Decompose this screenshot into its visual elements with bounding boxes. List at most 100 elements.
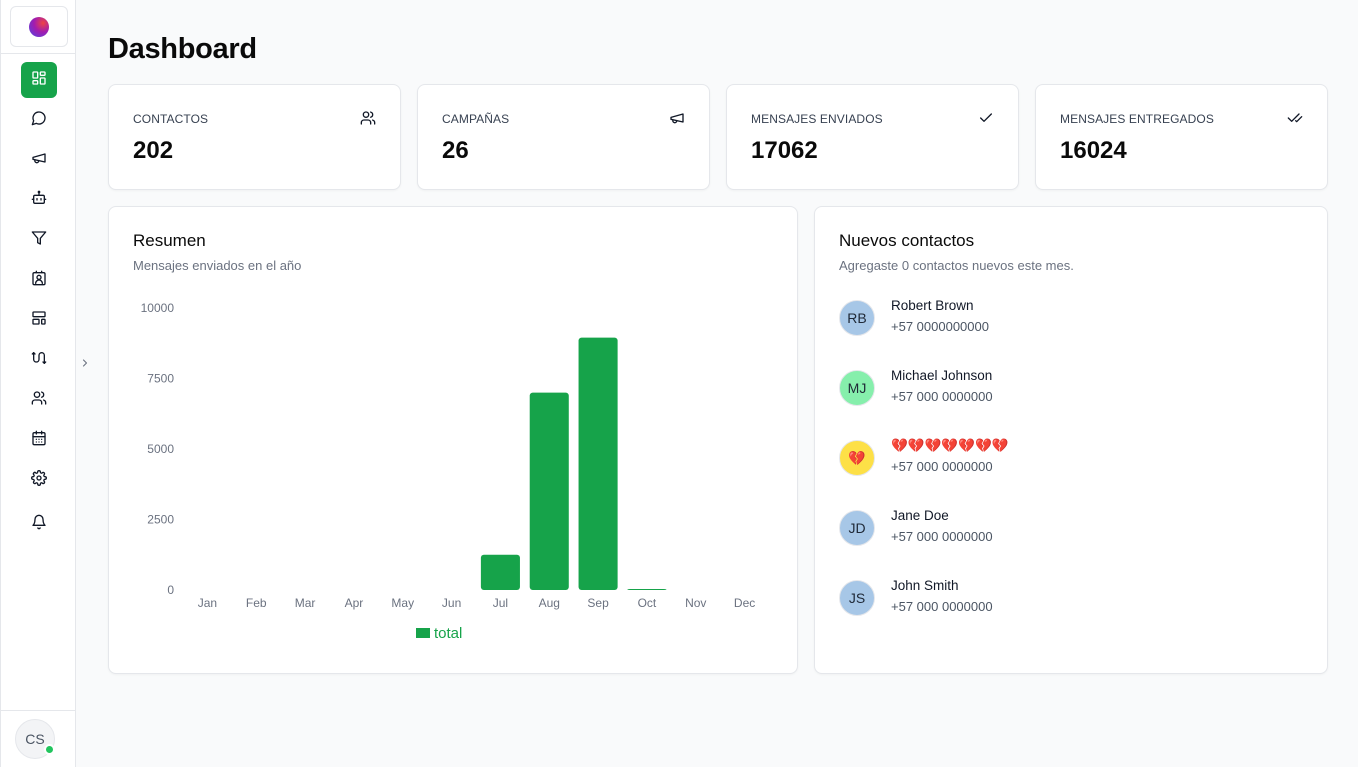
- contact-phone: +57 0000000000: [891, 319, 989, 334]
- contact-phone: +57 000 0000000: [891, 459, 993, 474]
- y-tick-label: 2500: [147, 513, 174, 527]
- stat-label: CONTACTOS: [133, 112, 209, 126]
- contact-avatar: MJ: [839, 370, 875, 406]
- user-initials: CS: [25, 731, 45, 747]
- contact-item[interactable]: MJ Michael Johnson +57 000 0000000: [839, 368, 1239, 408]
- x-tick-label: Feb: [246, 596, 267, 610]
- x-tick-label: Oct: [638, 596, 657, 610]
- sidebar-item-filters[interactable]: [21, 222, 57, 258]
- user-avatar[interactable]: CS: [15, 719, 55, 759]
- contact-item[interactable]: 💔 💔💔💔💔💔💔💔 +57 000 0000000: [839, 438, 1239, 478]
- double-check-icon: [1287, 110, 1303, 126]
- stat-value: 26: [442, 137, 469, 164]
- contact-item[interactable]: JD Jane Doe +57 000 0000000: [839, 508, 1239, 548]
- sidebar-item-templates[interactable]: [21, 302, 57, 338]
- app-logo[interactable]: [10, 6, 68, 47]
- online-status-indicator: [44, 744, 55, 755]
- contact-name: John Smith: [891, 578, 959, 593]
- contact-avatar: JD: [839, 510, 875, 546]
- megaphone-icon: [669, 110, 685, 126]
- bot-icon: [31, 190, 47, 211]
- contact-name: Jane Doe: [891, 508, 949, 523]
- stat-card-campaigns: CAMPAÑAS 26: [417, 84, 710, 190]
- bar-aug[interactable]: [529, 392, 569, 590]
- legend-label[interactable]: total: [434, 625, 462, 642]
- check-icon: [978, 110, 994, 126]
- sidebar-item-calendar[interactable]: [21, 422, 57, 458]
- contact-avatar: RB: [839, 300, 875, 336]
- stat-value: 202: [133, 137, 174, 164]
- megaphone-icon: [31, 150, 47, 171]
- bell-icon: [31, 514, 47, 535]
- x-tick-label: Apr: [345, 596, 364, 610]
- contacts-title: Nuevos contactos: [839, 231, 975, 250]
- template-icon: [31, 310, 47, 331]
- sidebar-item-notifications[interactable]: [21, 506, 57, 542]
- y-tick-label: 0: [167, 583, 174, 597]
- x-tick-label: Nov: [685, 596, 706, 610]
- sidebar-item-users[interactable]: [21, 382, 57, 418]
- contacts-subtitle: Agregaste 0 contactos nuevos este mes.: [839, 258, 1074, 273]
- sidebar-item-bots[interactable]: [21, 182, 57, 218]
- sidebar-item-settings[interactable]: [21, 462, 57, 498]
- stat-card-contacts: CONTACTOS 202: [108, 84, 401, 190]
- sidebar-item-dashboard[interactable]: [21, 62, 57, 98]
- contact-name: Michael Johnson: [891, 368, 993, 383]
- stat-card-messages-delivered: MENSAJES ENTREGADOS 16024: [1035, 84, 1328, 190]
- calendar-icon: [31, 430, 47, 451]
- stat-value: 17062: [751, 137, 818, 164]
- sidebar-item-contacts[interactable]: [21, 262, 57, 298]
- contact-name: Robert Brown: [891, 298, 974, 313]
- summary-title: Resumen: [133, 231, 206, 250]
- sidebar-item-workflows[interactable]: [21, 342, 57, 378]
- users-icon: [360, 110, 376, 126]
- contact-phone: +57 000 0000000: [891, 389, 993, 404]
- summary-panel: Resumen Mensajes enviados en el año 0 250…: [108, 206, 798, 674]
- stat-card-messages-sent: MENSAJES ENVIADOS 17062: [726, 84, 1019, 190]
- chevron-right-icon: [79, 356, 91, 374]
- stat-label: MENSAJES ENTREGADOS: [1060, 112, 1214, 126]
- x-tick-label: Aug: [539, 596, 560, 610]
- x-tick-label: Jun: [442, 596, 461, 610]
- logo-orb-icon: [29, 16, 49, 37]
- sidebar-divider-bottom: [1, 710, 76, 711]
- contact-phone: +57 000 0000000: [891, 529, 993, 544]
- contact-name: 💔💔💔💔💔💔💔: [891, 438, 1009, 453]
- x-tick-label: Sep: [587, 596, 609, 610]
- y-tick-label: 5000: [147, 442, 174, 456]
- x-tick-label: Jan: [198, 596, 217, 610]
- users-icon: [31, 390, 47, 411]
- contact-item[interactable]: RB Robert Brown +57 0000000000: [839, 298, 1239, 338]
- stat-value: 16024: [1060, 137, 1127, 164]
- layout-grid-icon: [31, 70, 47, 91]
- sidebar-expand-button[interactable]: [78, 356, 92, 374]
- bar-jul[interactable]: [480, 554, 520, 590]
- workflow-icon: [31, 350, 47, 371]
- sidebar-divider: [1, 53, 76, 54]
- x-tick-label: Jul: [493, 596, 508, 610]
- x-tick-label: Mar: [295, 596, 316, 610]
- contact-card-icon: [31, 270, 47, 291]
- contact-avatar: JS: [839, 580, 875, 616]
- bar-chart: 0 2500 5000 7500 10000 Jan Feb Mar Apr May Jun Jul A…: [141, 301, 756, 642]
- y-tick-label: 7500: [147, 372, 174, 386]
- legend-swatch: [416, 628, 430, 638]
- stat-label: MENSAJES ENVIADOS: [751, 112, 883, 126]
- x-tick-label: May: [391, 596, 414, 610]
- bar-oct[interactable]: [627, 589, 667, 590]
- stat-label: CAMPAÑAS: [442, 112, 510, 126]
- filter-icon: [31, 230, 47, 251]
- gear-icon: [31, 469, 47, 491]
- new-contacts-panel: Nuevos contactos Agregaste 0 contactos n…: [814, 206, 1328, 674]
- contact-phone: +57 000 0000000: [891, 599, 993, 614]
- x-tick-label: Dec: [734, 596, 755, 610]
- sidebar-item-campaigns[interactable]: [21, 142, 57, 178]
- y-tick-label: 10000: [141, 301, 175, 315]
- contact-item[interactable]: JS John Smith +57 000 0000000: [839, 578, 1239, 618]
- summary-subtitle: Mensajes enviados en el año: [133, 258, 302, 273]
- chat-bubble-icon: [31, 110, 47, 131]
- sidebar-item-chats[interactable]: [21, 102, 57, 138]
- page-title: Dashboard: [108, 33, 257, 65]
- bar-sep[interactable]: [578, 337, 618, 590]
- contact-avatar: 💔: [839, 440, 875, 476]
